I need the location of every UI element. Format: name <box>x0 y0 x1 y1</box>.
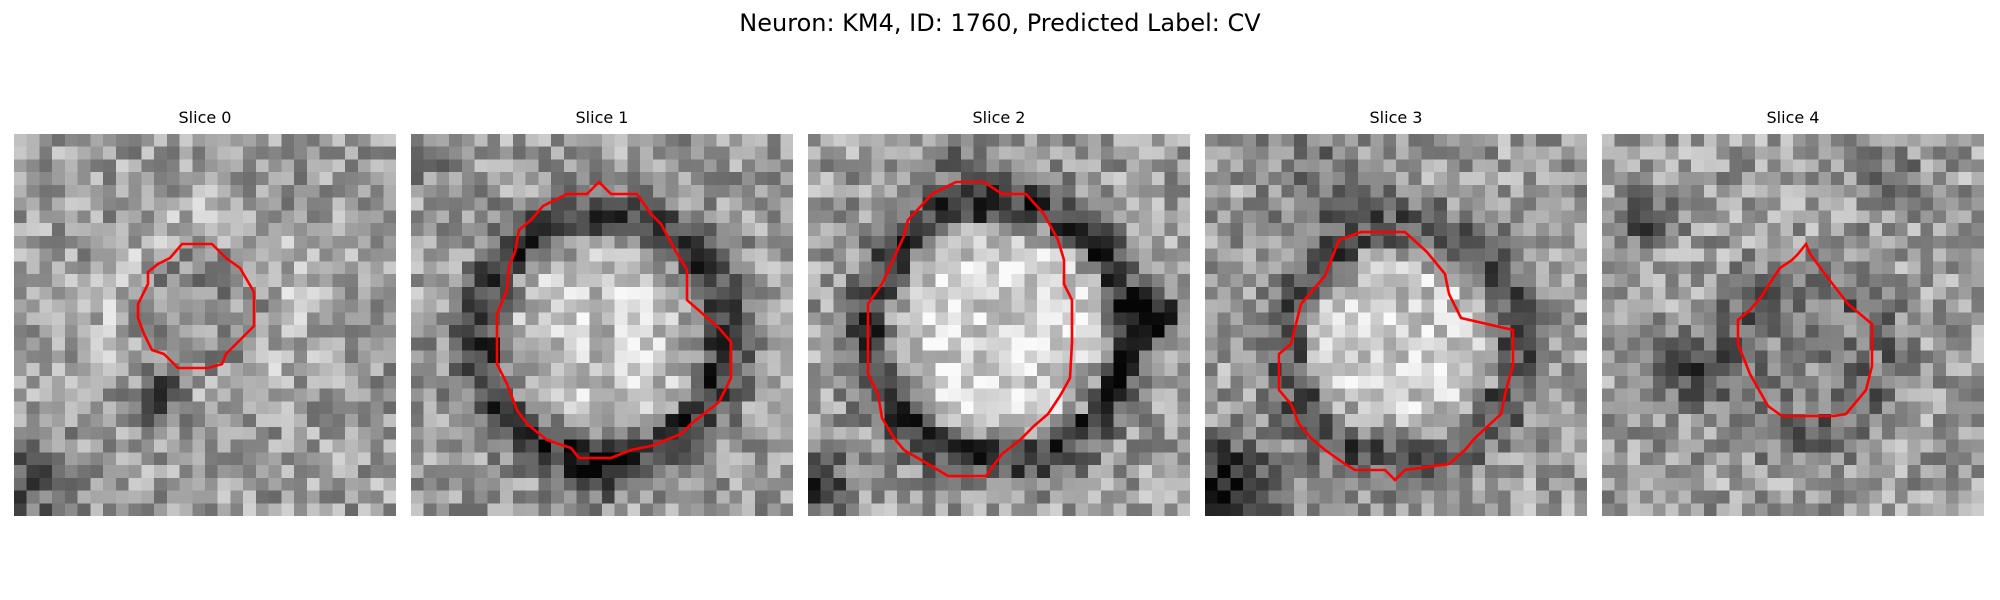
slice-2-title: Slice 2 <box>972 108 1026 127</box>
slice-4-title: Slice 4 <box>1766 108 1820 127</box>
slice-3-overlay <box>1277 230 1515 482</box>
slice-2-contour <box>866 180 1074 478</box>
slice-0-overlay <box>136 242 256 370</box>
slice-0-image <box>14 134 396 516</box>
slice-0-title: Slice 0 <box>178 108 232 127</box>
slice-2-overlay <box>866 180 1074 478</box>
slice-2-grayscale <box>808 134 1190 516</box>
slice-1-contour <box>495 180 733 460</box>
slice-4-contour <box>1736 241 1874 418</box>
slice-1-title: Slice 1 <box>575 108 629 127</box>
slice-1-overlay <box>495 180 733 460</box>
figure-title: Neuron: KM4, ID: 1760, Predicted Label: … <box>739 9 1261 37</box>
slice-3-contour <box>1277 230 1515 482</box>
slice-0-grayscale <box>14 134 396 516</box>
slice-3-grayscale <box>1205 134 1587 516</box>
slice-1-grayscale <box>411 134 793 516</box>
slice-0-contour <box>136 242 256 370</box>
slice-3-title: Slice 3 <box>1369 108 1423 127</box>
slice-3-image <box>1205 134 1587 516</box>
slice-1-image <box>411 134 793 516</box>
slice-2-image <box>808 134 1190 516</box>
slice-4-image <box>1602 134 1984 516</box>
slice-4-grayscale <box>1602 134 1984 516</box>
slice-4-overlay <box>1736 241 1874 418</box>
